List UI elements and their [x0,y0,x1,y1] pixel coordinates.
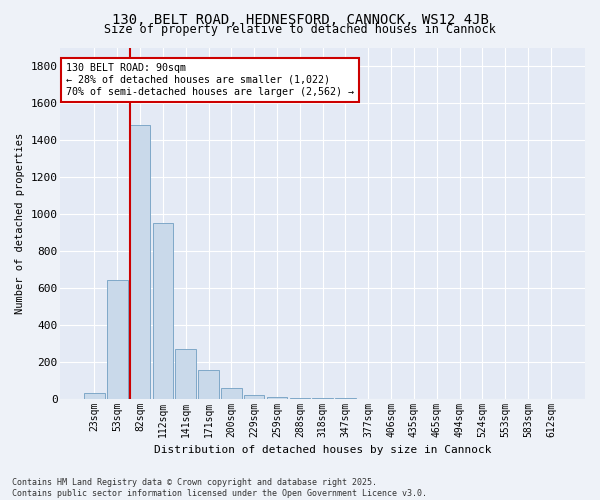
Text: 130 BELT ROAD: 90sqm
← 28% of detached houses are smaller (1,022)
70% of semi-de: 130 BELT ROAD: 90sqm ← 28% of detached h… [65,64,353,96]
Bar [244,395,265,398]
Y-axis label: Number of detached properties: Number of detached properties [15,132,25,314]
Bar [130,125,151,398]
Bar [221,388,242,398]
Bar [267,397,287,398]
Text: 130, BELT ROAD, HEDNESFORD, CANNOCK, WS12 4JB: 130, BELT ROAD, HEDNESFORD, CANNOCK, WS1… [112,12,488,26]
Bar [152,223,173,398]
Bar [175,348,196,399]
Bar [84,393,105,398]
Bar [198,370,219,398]
X-axis label: Distribution of detached houses by size in Cannock: Distribution of detached houses by size … [154,445,491,455]
Text: Contains HM Land Registry data © Crown copyright and database right 2025.
Contai: Contains HM Land Registry data © Crown c… [12,478,427,498]
Bar [107,280,128,398]
Text: Size of property relative to detached houses in Cannock: Size of property relative to detached ho… [104,22,496,36]
